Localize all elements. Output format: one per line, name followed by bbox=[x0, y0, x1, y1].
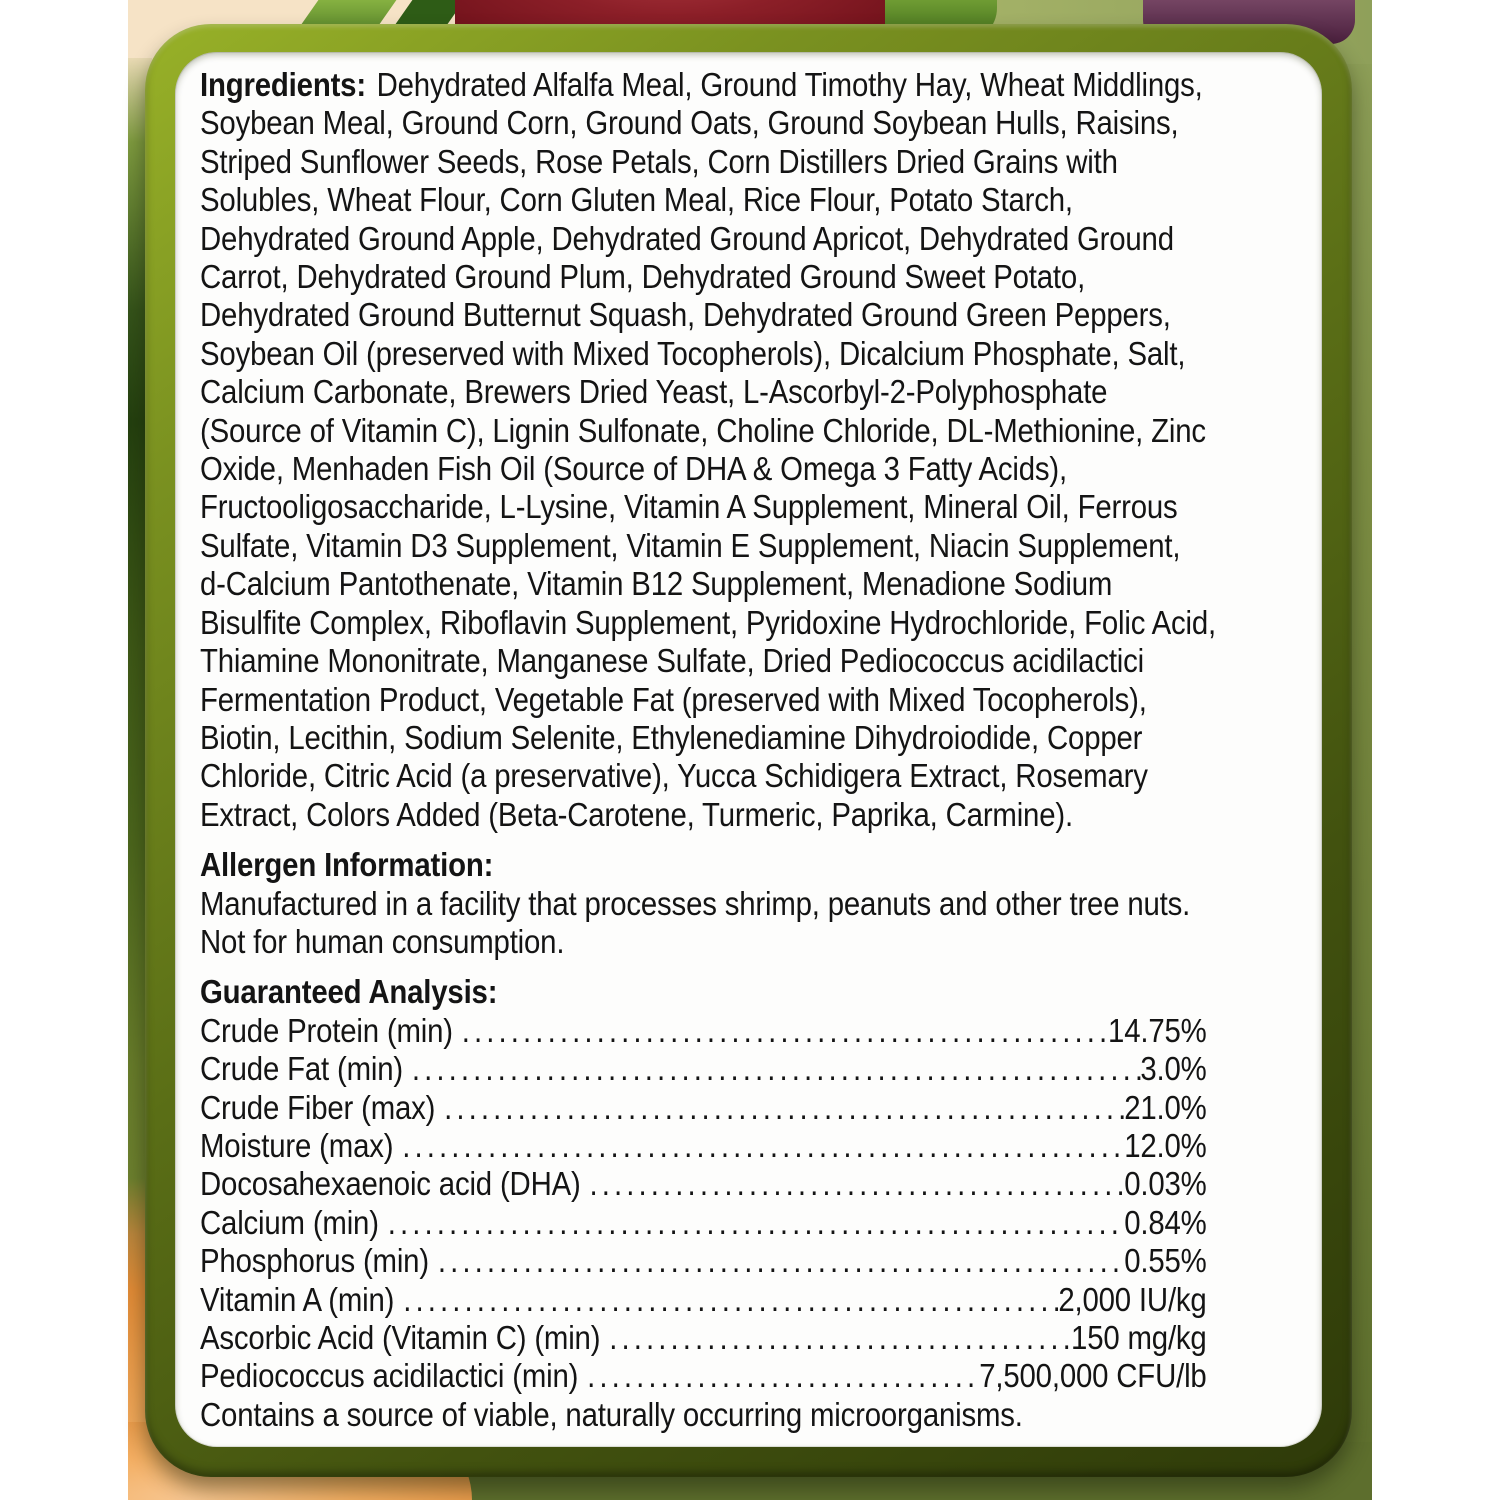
analysis-row-label: Calcium (min) bbox=[200, 1203, 379, 1241]
label-panel: Ingredients: Dehydrated Alfalfa Meal, Gro… bbox=[145, 24, 1352, 1477]
analysis-row-dots: ........................................… bbox=[587, 1357, 980, 1395]
analysis-row-value: 0.55% bbox=[1124, 1242, 1207, 1280]
analysis-row-dots: ........................................… bbox=[444, 1088, 1124, 1126]
analysis-row-dots: ........................................… bbox=[589, 1165, 1125, 1203]
allergen-heading: Allergen Information: bbox=[200, 846, 494, 884]
analysis-row-label: Crude Fiber (max) bbox=[200, 1088, 436, 1126]
analysis-row: Calcium (min) ..........................… bbox=[200, 1204, 1207, 1242]
ingredients-section: Ingredients: Dehydrated Alfalfa Meal, Gro… bbox=[200, 66, 1307, 834]
analysis-row-label: Pediococcus acidilactici (min) bbox=[200, 1357, 579, 1395]
label-content: Ingredients: Dehydrated Alfalfa Meal, Gro… bbox=[200, 66, 1307, 1434]
allergen-section: Allergen Information: Manufactured in a … bbox=[200, 846, 1307, 961]
analysis-row-label: Crude Fat (min) bbox=[200, 1050, 403, 1088]
analysis-row-dots: ........................................… bbox=[387, 1203, 1124, 1241]
analysis-row: Phosphorus (min) .......................… bbox=[200, 1242, 1207, 1280]
footnote-text: Contains a source of viable, naturally o… bbox=[200, 1395, 1023, 1433]
analysis-row-dots: ........................................… bbox=[609, 1319, 1072, 1356]
analysis-row: Vitamin A (min) ........................… bbox=[200, 1281, 1207, 1319]
ingredients-heading: Ingredients: bbox=[200, 66, 366, 103]
analysis-row-dots: ........................................… bbox=[402, 1126, 1125, 1164]
analysis-section: Guaranteed Analysis: Crude Protein (min)… bbox=[200, 973, 1307, 1395]
analysis-row: Crude Fat (min) ........................… bbox=[200, 1050, 1207, 1088]
analysis-row-label: Phosphorus (min) bbox=[200, 1242, 429, 1280]
analysis-row-value: 0.84% bbox=[1124, 1203, 1207, 1241]
analysis-row-value: 12.0% bbox=[1124, 1126, 1207, 1164]
analysis-row: Moisture (max) .........................… bbox=[200, 1127, 1207, 1165]
ingredients-text: Dehydrated Alfalfa Meal, Ground Timothy … bbox=[200, 66, 1216, 833]
analysis-row-value: 0.03% bbox=[1124, 1165, 1207, 1203]
analysis-row: Crude Fiber (max) ......................… bbox=[200, 1089, 1207, 1127]
analysis-row-value: 21.0% bbox=[1124, 1088, 1207, 1126]
analysis-row-dots: ........................................… bbox=[461, 1011, 1108, 1049]
analysis-row-dots: ........................................… bbox=[403, 1280, 1058, 1318]
allergen-text: Manufactured in a facility that processe… bbox=[200, 884, 1191, 960]
analysis-row-label: Vitamin A (min) bbox=[200, 1280, 395, 1318]
analysis-row-value: 150 mg/kg bbox=[1071, 1319, 1207, 1356]
analysis-row-value: 14.75% bbox=[1108, 1011, 1207, 1049]
analysis-row: Docosahexaenoic acid (DHA) .............… bbox=[200, 1165, 1207, 1203]
analysis-row-label: Crude Protein (min) bbox=[200, 1011, 453, 1049]
analysis-row-value: 3.0% bbox=[1140, 1050, 1207, 1088]
analysis-row: Pediococcus acidilactici (min) .........… bbox=[200, 1357, 1207, 1395]
analysis-row-label: Ascorbic Acid (Vitamin C) (min) bbox=[200, 1319, 601, 1356]
analysis-row-value: 2,000 IU/kg bbox=[1058, 1280, 1207, 1318]
analysis-heading: Guaranteed Analysis: bbox=[200, 973, 498, 1011]
analysis-row-label: Docosahexaenoic acid (DHA) bbox=[200, 1165, 581, 1203]
label-panel-inner: Ingredients: Dehydrated Alfalfa Meal, Gro… bbox=[175, 52, 1322, 1447]
analysis-row-value: 7,500,000 CFU/lb bbox=[979, 1357, 1207, 1395]
analysis-row-dots: ........................................… bbox=[411, 1050, 1141, 1088]
analysis-rows: Crude Protein (min) ....................… bbox=[200, 1012, 1207, 1396]
analysis-row-label: Moisture (max) bbox=[200, 1126, 394, 1164]
analysis-row: Ascorbic Acid (Vitamin C) (min) ........… bbox=[200, 1319, 1207, 1357]
analysis-row: Crude Protein (min) ....................… bbox=[200, 1012, 1207, 1050]
analysis-row-dots: ........................................… bbox=[437, 1242, 1125, 1280]
